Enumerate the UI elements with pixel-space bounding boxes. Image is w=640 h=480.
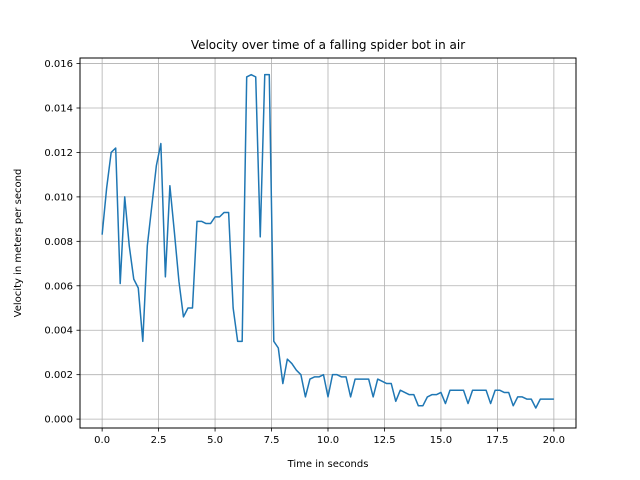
x-tick-label: 5.0 — [207, 435, 223, 446]
x-tick-label: 20.0 — [543, 435, 565, 446]
y-axis-label: Velocity in meters per second — [13, 169, 24, 318]
chart-title: Velocity over time of a falling spider b… — [191, 38, 465, 52]
x-axis-label: Time in seconds — [287, 459, 369, 470]
y-tick-label: 0.000 — [44, 415, 73, 426]
y-tick-label: 0.010 — [44, 192, 73, 203]
y-axis: 0.000 0.002 0.004 0.006 0.008 0.010 0.012 0.014… — [44, 59, 80, 426]
y-tick-label: 0.008 — [44, 237, 73, 248]
y-tick-label: 0.012 — [44, 148, 73, 159]
x-tick-label: 2.5 — [151, 435, 167, 446]
y-tick-label: 0.004 — [44, 326, 73, 337]
x-tick-label: 10.0 — [317, 435, 339, 446]
x-tick-label: 17.5 — [486, 435, 508, 446]
x-tick-label: 0.0 — [94, 435, 110, 446]
x-tick-label: 12.5 — [373, 435, 395, 446]
x-axis: 0.0 2.5 5.0 7.5 10.0 12.5 15.0 17.5 20.0 — [94, 428, 565, 446]
y-tick-label: 0.016 — [44, 59, 73, 70]
y-tick-label: 0.006 — [44, 281, 73, 292]
y-tick-label: 0.002 — [44, 370, 73, 381]
grid-lines — [80, 58, 576, 428]
x-tick-label: 15.0 — [430, 435, 452, 446]
velocity-series-line — [101, 73, 554, 409]
y-tick-label: 0.014 — [44, 104, 73, 115]
x-tick-label: 7.5 — [264, 435, 280, 446]
series-layer — [101, 73, 554, 409]
